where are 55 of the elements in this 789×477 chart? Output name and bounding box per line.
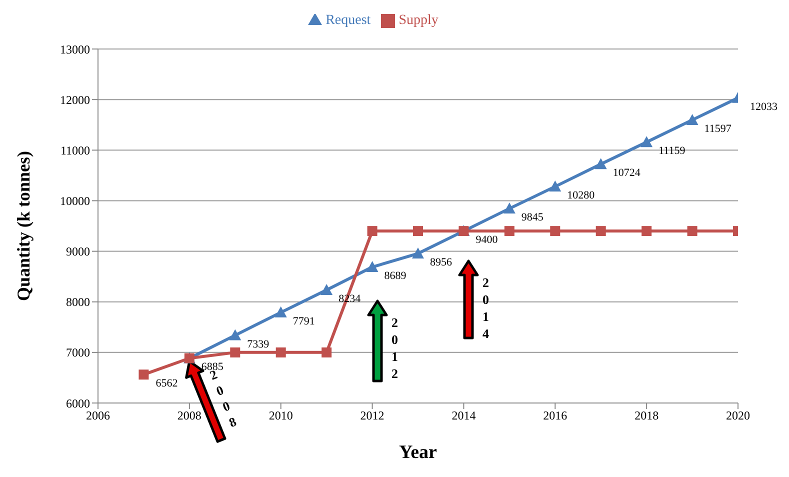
data-label: 10280	[567, 190, 596, 202]
y-tick-label: 6000	[66, 396, 90, 410]
y-tick-label: 11000	[60, 143, 90, 158]
x-tick-label: 2018	[634, 408, 659, 423]
data-label: 11159	[658, 145, 686, 158]
x-axis-title: Year	[399, 442, 438, 463]
point	[642, 226, 652, 236]
y-tick-label: 10000	[60, 194, 90, 208]
data-label: 8956	[430, 256, 452, 269]
x-tick-label: 2020	[726, 408, 750, 423]
point	[322, 347, 332, 358]
legend-label: Request	[326, 13, 371, 28]
point	[504, 226, 514, 236]
point	[640, 136, 653, 148]
data-label: 11597	[704, 122, 732, 135]
x-tick-label: 2008	[177, 408, 202, 423]
point	[550, 226, 560, 236]
x-tick-label: 2012	[360, 408, 384, 423]
y-tick-label: 13000	[60, 42, 90, 56]
x-tick-label: 2014	[452, 408, 476, 423]
point	[412, 248, 424, 259]
point	[229, 329, 242, 340]
data-label: 7791	[292, 315, 315, 328]
x-tick-label: 2006	[86, 408, 110, 423]
point	[274, 306, 287, 318]
point	[549, 180, 562, 192]
point	[320, 284, 333, 296]
point	[413, 226, 423, 236]
x-tick-label: 2010	[268, 408, 293, 423]
y-tick-label: 7000	[66, 346, 90, 360]
data-label: 9400	[476, 234, 498, 246]
y-tick-label: 12000	[60, 92, 90, 107]
point	[230, 347, 240, 358]
point	[367, 226, 378, 236]
y-axis-title: Quantity (k tonnes)	[13, 150, 34, 302]
annotation: 2012	[392, 315, 398, 381]
data-label: 8689	[384, 270, 407, 282]
x-tick-label: 2016	[543, 408, 568, 423]
point	[366, 261, 378, 272]
point	[276, 347, 286, 358]
data-label: 7339	[247, 338, 270, 350]
y-tick-label: 9000	[66, 244, 90, 259]
point	[594, 158, 607, 170]
point	[687, 226, 698, 236]
point	[503, 202, 516, 214]
data-label: 9845	[521, 212, 544, 224]
point	[686, 114, 698, 125]
data-label: 6562	[156, 378, 178, 390]
data-label: 12033	[750, 100, 778, 113]
data-label: 10724	[612, 167, 641, 180]
point	[138, 370, 149, 380]
legend-label: Supply	[398, 13, 438, 28]
point	[596, 226, 606, 236]
annotation: 2014	[482, 275, 490, 341]
y-tick-label: 8000	[66, 295, 90, 310]
